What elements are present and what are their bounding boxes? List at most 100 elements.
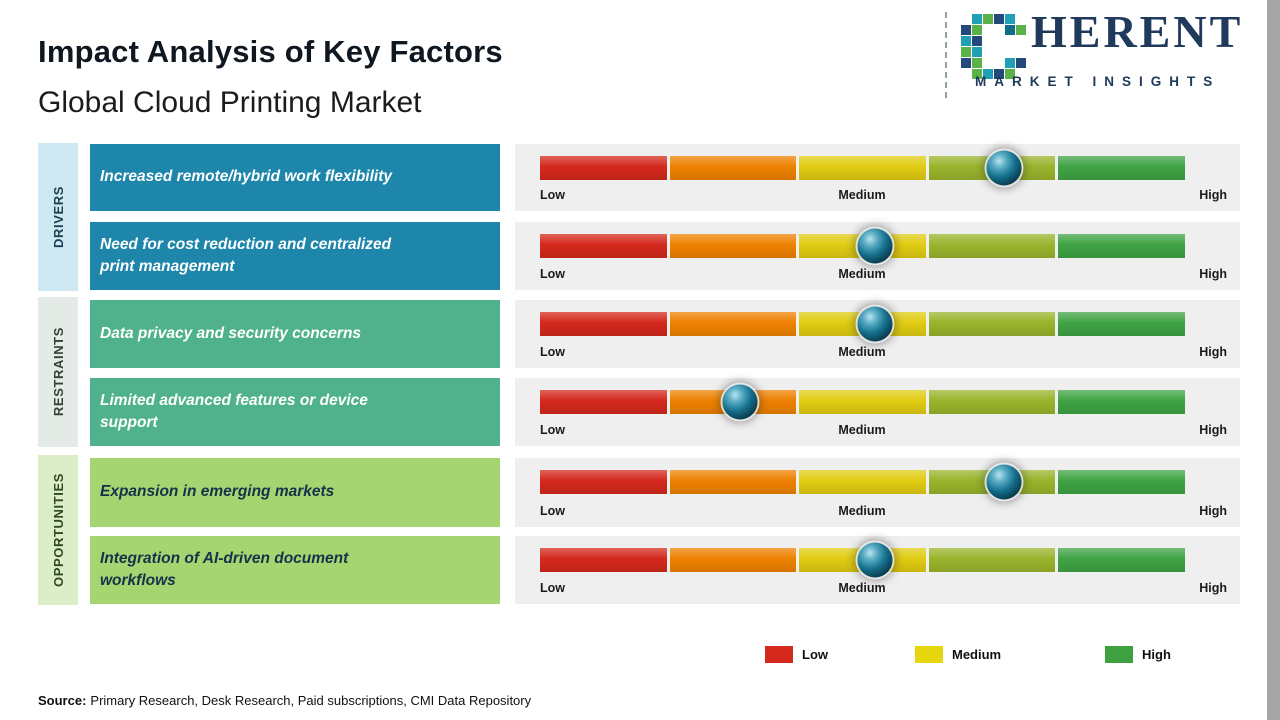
segment-medium — [799, 470, 926, 494]
segment-medium-high — [928, 312, 1056, 336]
legend-label-high: High — [1142, 647, 1171, 662]
scale-label-high: High — [1199, 188, 1227, 202]
segment-high — [1058, 312, 1185, 336]
segment-high — [1058, 390, 1185, 414]
scale-label-low: Low — [540, 581, 565, 595]
scale-label-low: Low — [540, 423, 565, 437]
segment-medium — [799, 156, 926, 180]
legend-swatch-high — [1105, 646, 1133, 663]
scale-label-medium: Medium — [838, 581, 886, 595]
meter-bar — [540, 228, 1185, 264]
impact-marker — [722, 384, 758, 420]
scale-label-high: High — [1199, 581, 1227, 595]
scale-labels: Low Medium High — [540, 345, 1227, 361]
factor-box: Need for cost reduction and centralized … — [90, 222, 500, 290]
legend-item-high: High — [1105, 646, 1171, 663]
segment-medium-high — [928, 390, 1056, 414]
scale-labels: Low Medium High — [540, 581, 1227, 597]
factor-box: Increased remote/hybrid work flexibility — [90, 144, 500, 211]
page-subtitle: Global Cloud Printing Market — [38, 86, 422, 119]
scale-label-high: High — [1199, 345, 1227, 359]
segment-low — [540, 548, 667, 572]
segment-medium-high — [928, 548, 1056, 572]
scale-labels: Low Medium High — [540, 267, 1227, 283]
factor-box: Data privacy and security concerns — [90, 300, 500, 368]
logo-divider — [945, 12, 947, 98]
legend-swatch-medium — [915, 646, 943, 663]
segment-low-medium — [669, 156, 797, 180]
factor-label: Data privacy and security concerns — [100, 324, 362, 342]
impact-meter: Low Medium High — [515, 300, 1240, 368]
impact-meter: Low Medium High — [515, 536, 1240, 604]
segment-high — [1058, 234, 1185, 258]
meter-bar — [540, 464, 1185, 500]
segment-low-medium — [669, 234, 797, 258]
impact-marker — [857, 306, 893, 342]
impact-meter: Low Medium High — [515, 222, 1240, 290]
segment-low-medium — [669, 312, 797, 336]
group-label-drivers: DRIVERS — [50, 186, 66, 248]
scale-label-medium: Medium — [838, 423, 886, 437]
meter-bar — [540, 306, 1185, 342]
scale-label-high: High — [1199, 504, 1227, 518]
segment-low-medium — [669, 548, 797, 572]
scale-label-medium: Medium — [838, 345, 886, 359]
coherent-logo-mark-icon — [961, 14, 1026, 79]
scale-label-low: Low — [540, 504, 565, 518]
source-line: Source: Primary Research, Desk Research, … — [38, 693, 531, 708]
impact-marker — [857, 228, 893, 264]
scale-label-low: Low — [540, 188, 565, 202]
factor-label: Integration of AI-driven document workfl… — [100, 549, 349, 589]
scale-label-medium: Medium — [838, 504, 886, 518]
impact-meter: Low Medium High — [515, 144, 1240, 211]
group-label-restraints: RESTRAINTS — [50, 327, 66, 417]
meter-bar — [540, 150, 1185, 186]
legend-label-medium: Medium — [952, 647, 1002, 662]
factor-box: Integration of AI-driven document workfl… — [90, 536, 500, 604]
factor-label: Limited advanced features or device supp… — [100, 391, 368, 431]
impact-marker — [986, 150, 1022, 186]
group-strip-opportunities: OPPORTUNITIES — [38, 455, 78, 605]
scale-label-low: Low — [540, 267, 565, 281]
legend-item-low: Low — [765, 646, 828, 663]
segment-medium-high — [928, 234, 1056, 258]
meter-bar — [540, 542, 1185, 578]
segment-low-medium — [669, 470, 797, 494]
brand-logo: HERENT MARKET INSIGHTS — [945, 6, 1267, 110]
segment-low — [540, 390, 667, 414]
impact-meter: Low Medium High — [515, 458, 1240, 527]
factor-label: Expansion in emerging markets — [100, 483, 335, 501]
impact-marker — [857, 542, 893, 578]
segment-low — [540, 312, 667, 336]
scale-labels: Low Medium High — [540, 504, 1227, 520]
legend-swatch-low — [765, 646, 793, 663]
factor-box: Expansion in emerging markets — [90, 458, 500, 527]
group-strip-drivers: DRIVERS — [38, 143, 78, 291]
scale-labels: Low Medium High — [540, 423, 1227, 439]
scale-label-medium: Medium — [838, 267, 886, 281]
segment-medium — [799, 390, 926, 414]
segment-low — [540, 470, 667, 494]
scale-label-high: High — [1199, 423, 1227, 437]
scale-label-high: High — [1199, 267, 1227, 281]
scale-labels: Low Medium High — [540, 188, 1227, 204]
meter-bar — [540, 384, 1185, 420]
group-strip-restraints: RESTRAINTS — [38, 297, 78, 447]
segment-high — [1058, 470, 1185, 494]
scale-label-medium: Medium — [838, 188, 886, 202]
logo-tagline: MARKET INSIGHTS — [975, 74, 1221, 89]
right-edge-strip — [1267, 0, 1280, 720]
segment-high — [1058, 548, 1185, 572]
impact-meter: Low Medium High — [515, 378, 1240, 446]
legend-item-medium: Medium — [915, 646, 1001, 663]
scale-label-low: Low — [540, 345, 565, 359]
group-label-opportunities: OPPORTUNITIES — [50, 473, 66, 587]
page-title: Impact Analysis of Key Factors — [38, 34, 503, 69]
source-text: Primary Research, Desk Research, Paid su… — [90, 693, 532, 708]
factor-label: Need for cost reduction and centralized … — [100, 235, 392, 275]
segment-low — [540, 234, 667, 258]
factor-label: Increased remote/hybrid work flexibility — [100, 168, 393, 186]
segment-high — [1058, 156, 1185, 180]
segment-low — [540, 156, 667, 180]
